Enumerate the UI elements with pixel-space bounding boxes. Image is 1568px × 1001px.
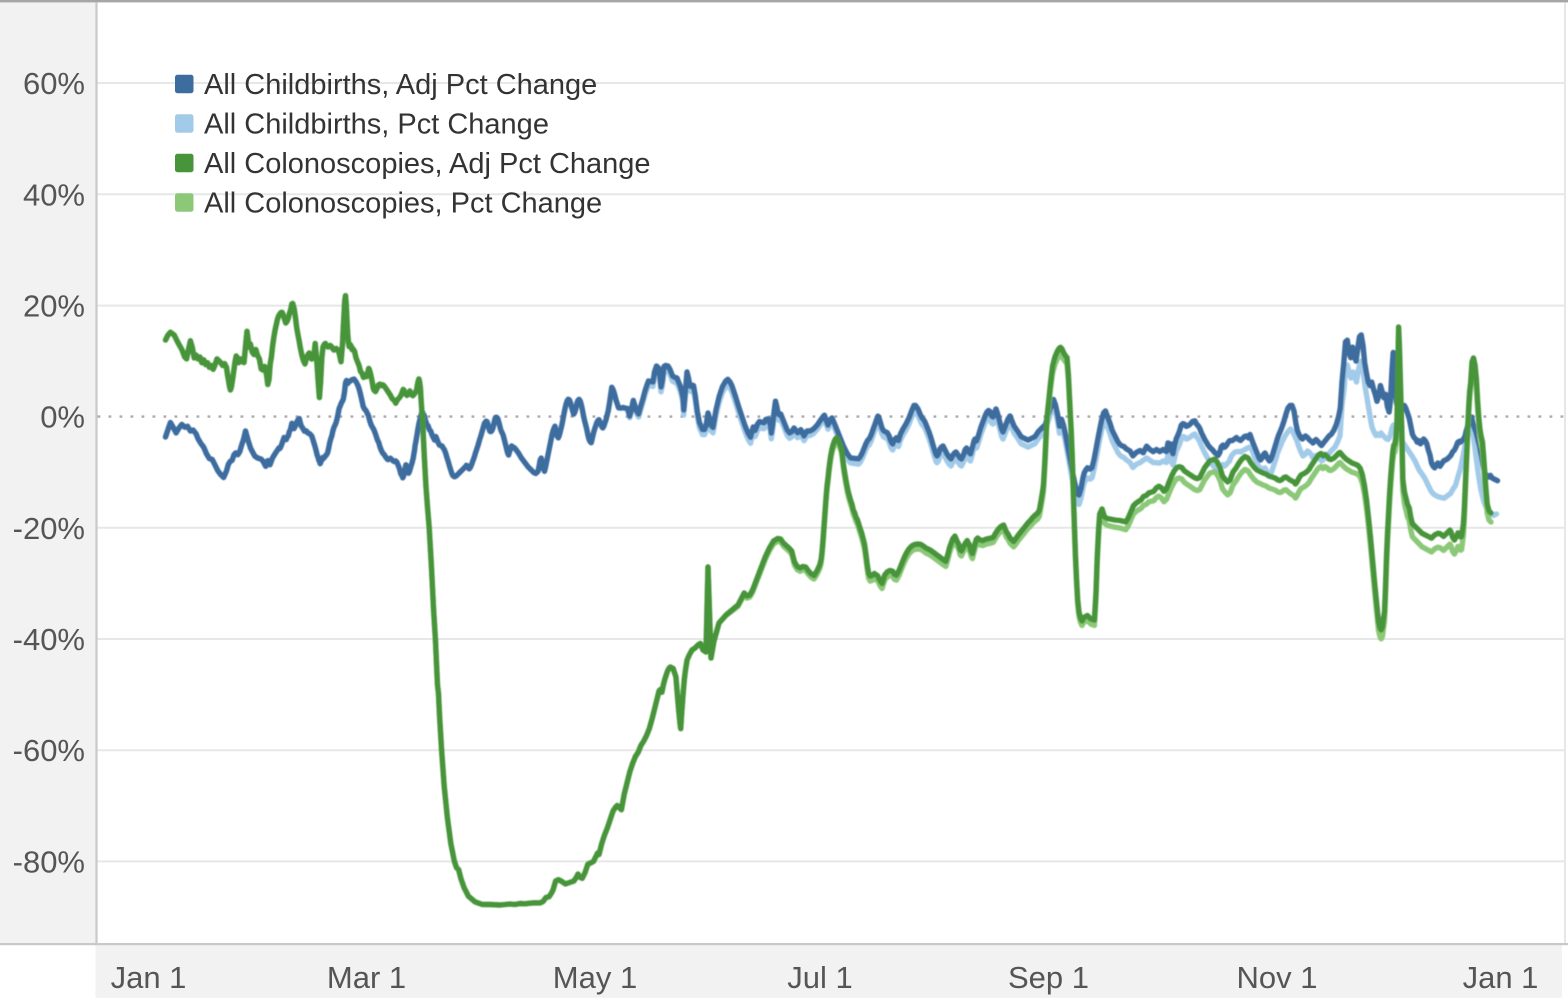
svg-text:-20%: -20% — [13, 511, 85, 546]
svg-text:Mar 1: Mar 1 — [327, 960, 406, 995]
svg-text:Sep 1: Sep 1 — [1008, 960, 1089, 995]
svg-text:All Colonoscopies, Adj Pct Cha: All Colonoscopies, Adj Pct Change — [204, 148, 651, 180]
svg-text:0%: 0% — [40, 400, 85, 435]
svg-text:Jan 1: Jan 1 — [111, 960, 187, 995]
svg-text:Jan 1: Jan 1 — [1463, 960, 1539, 995]
svg-text:All Childbirths, Pct Change: All Childbirths, Pct Change — [204, 109, 549, 141]
svg-text:20%: 20% — [23, 289, 85, 324]
svg-text:40%: 40% — [23, 177, 85, 212]
svg-text:Jul 1: Jul 1 — [787, 960, 852, 995]
svg-text:All Childbirths, Adj Pct Chang: All Childbirths, Adj Pct Change — [204, 69, 597, 101]
svg-text:-40%: -40% — [13, 622, 85, 657]
svg-text:May 1: May 1 — [553, 960, 637, 995]
svg-text:60%: 60% — [23, 66, 85, 101]
svg-text:Nov 1: Nov 1 — [1237, 960, 1318, 995]
svg-text:All Colonoscopies, Pct Change: All Colonoscopies, Pct Change — [204, 188, 602, 220]
svg-text:-60%: -60% — [13, 733, 85, 768]
svg-text:-80%: -80% — [13, 844, 85, 879]
